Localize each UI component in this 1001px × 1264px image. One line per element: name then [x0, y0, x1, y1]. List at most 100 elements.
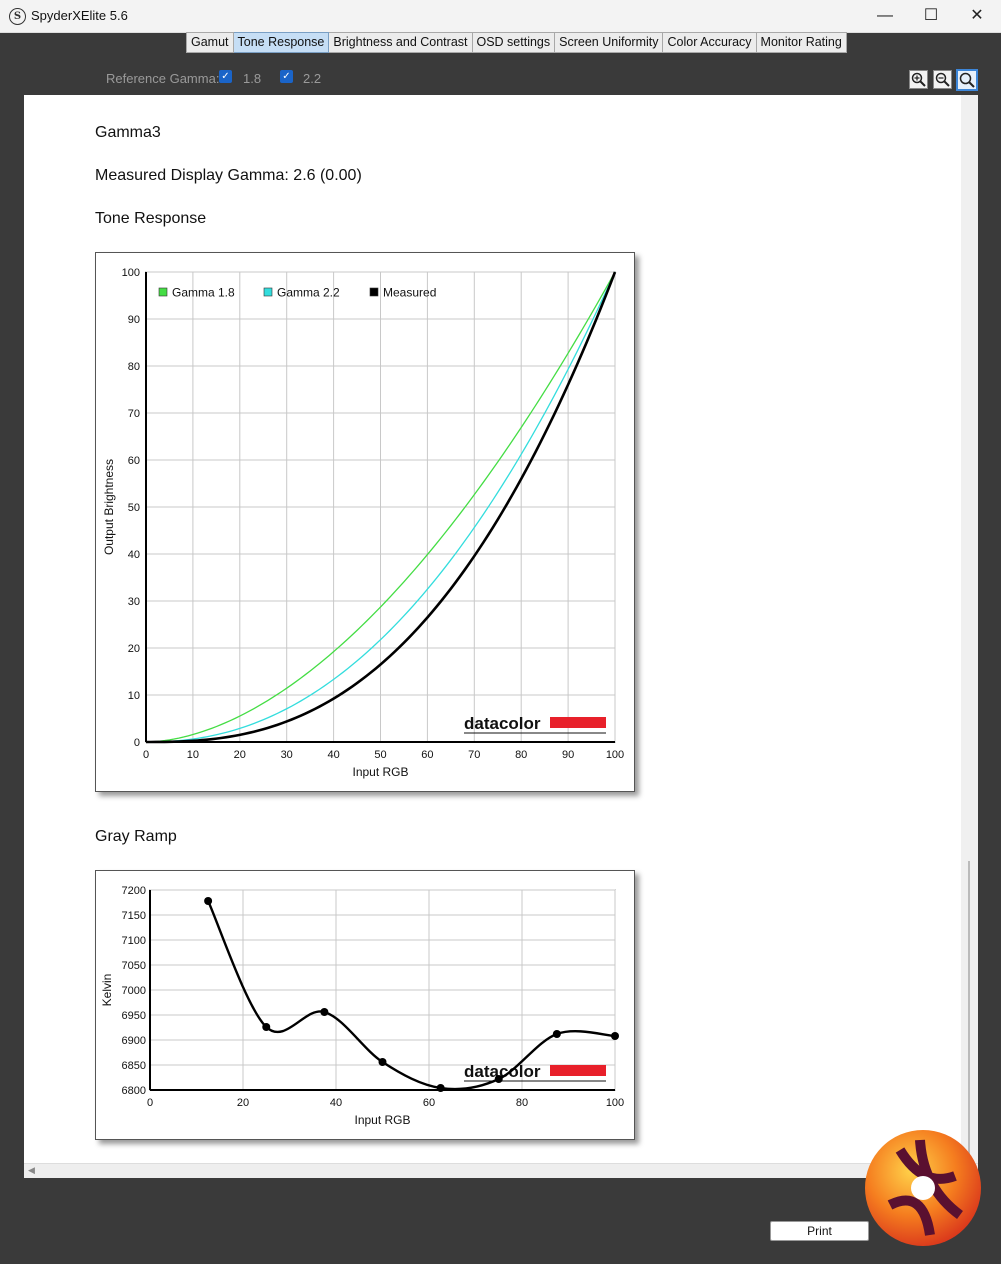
zoom-out-button[interactable] — [933, 70, 952, 89]
y-tick-label: 6800 — [122, 1085, 146, 1097]
watermark-text: datacolor — [464, 1062, 541, 1081]
y-tick-label: 7100 — [122, 935, 146, 947]
tab-bar: Gamut Tone Response Brightness and Contr… — [186, 32, 847, 53]
y-tick-label: 90 — [128, 314, 140, 326]
report-panel: Gamma3 Measured Display Gamma: 2.6 (0.00… — [24, 95, 961, 1163]
x-tick-label: 90 — [562, 749, 574, 761]
watermark-text: datacolor — [464, 714, 541, 733]
tab-screen-uniformity[interactable]: Screen Uniformity — [555, 32, 664, 53]
y-tick-label: 6950 — [122, 1010, 146, 1022]
vertical-scrollbar[interactable] — [961, 95, 978, 1163]
profile-name: Gamma3 — [95, 124, 161, 141]
x-axis-label: Input RGB — [352, 765, 408, 779]
zoom-in-icon — [911, 72, 926, 87]
tab-osd-settings[interactable]: OSD settings — [472, 32, 556, 53]
gray-ramp-point — [611, 1032, 619, 1040]
minimize-icon[interactable]: — — [877, 7, 893, 24]
maximize-icon[interactable]: ☐ — [923, 7, 939, 24]
y-tick-label: 7050 — [122, 960, 146, 972]
x-tick-label: 100 — [606, 1097, 624, 1109]
series-line-gamma-1-8 — [145, 271, 616, 743]
y-tick-label: 20 — [128, 643, 140, 655]
options-bar: Reference Gamma: ✓ 1.8 ✓ 2.2 — [0, 54, 1001, 94]
watermark-bar — [550, 717, 606, 728]
tab-color-accuracy[interactable]: Color Accuracy — [663, 32, 757, 53]
x-tick-label: 60 — [421, 749, 433, 761]
zoom-fit-button[interactable] — [956, 69, 978, 91]
x-tick-label: 60 — [423, 1097, 435, 1109]
watermark-bar — [550, 1065, 606, 1076]
x-tick-label: 40 — [330, 1097, 342, 1109]
gamma-18-checkbox[interactable]: ✓ — [219, 70, 232, 83]
print-button[interactable]: Print — [770, 1221, 869, 1241]
x-tick-label: 80 — [516, 1097, 528, 1109]
gray-ramp-point — [204, 897, 213, 905]
y-tick-label: 100 — [122, 267, 140, 279]
y-tick-label: 7150 — [122, 910, 146, 922]
reference-gamma-label: Reference Gamma: — [106, 71, 220, 86]
y-axis-label: Kelvin — [100, 974, 114, 1007]
legend-swatch — [369, 287, 379, 297]
close-icon[interactable]: ✕ — [970, 7, 984, 24]
tone-response-chart: 0 10 20 30 40 50 60 70 80 90 100 0 10 20 30 40 50 60 70 80 9… — [95, 252, 635, 792]
tone-response-heading: Tone Response — [95, 210, 207, 227]
series-line-measured — [146, 271, 617, 744]
zoom-in-button[interactable] — [909, 70, 928, 89]
y-tick-label: 60 — [128, 455, 140, 467]
gamma-22-label: 2.2 — [303, 71, 322, 86]
app-logo-icon: S — [9, 8, 26, 25]
gray-ramp-point — [320, 1008, 329, 1016]
tab-brightness-contrast[interactable]: Brightness and Contrast — [329, 32, 473, 53]
horizontal-scrollbar[interactable]: ◀ — [24, 1163, 978, 1178]
measured-gamma-text: Measured Display Gamma: 2.6 (0.00) — [95, 167, 362, 184]
tab-monitor-rating[interactable]: Monitor Rating — [756, 32, 847, 53]
y-tick-label: 70 — [128, 408, 140, 420]
x-tick-label: 20 — [237, 1097, 249, 1109]
y-tick-label: 6850 — [122, 1060, 146, 1072]
series-line-gamma-2-2 — [145, 271, 616, 743]
x-tick-label: 100 — [606, 749, 624, 761]
legend-swatch — [158, 287, 168, 297]
scroll-left-icon[interactable]: ◀ — [28, 1165, 35, 1175]
y-tick-label: 40 — [128, 549, 140, 561]
window-title: SpyderXElite 5.6 — [31, 8, 128, 23]
gray-ramp-svg: 0 20 40 60 80 100 6800 6850 6900 6950 7000 7050 7100… — [100, 885, 624, 1127]
tone-response-svg: 0 10 20 30 40 50 60 70 80 90 100 0 10 20 30 40 50 60 70 80 9… — [102, 267, 624, 779]
legend-label: Gamma 1.8 — [172, 286, 235, 300]
x-axis-label: Input RGB — [354, 1113, 410, 1127]
gray-ramp-chart: 0 20 40 60 80 100 6800 6850 6900 6950 7000 7050 7100… — [95, 870, 635, 1140]
x-tick-label: 0 — [143, 749, 149, 761]
tab-gamut[interactable]: Gamut — [186, 32, 234, 53]
gray-ramp-heading: Gray Ramp — [95, 828, 177, 845]
y-axis-label: Output Brightness — [102, 459, 116, 555]
legend-label: Measured — [383, 286, 436, 300]
y-tick-label: 10 — [128, 690, 140, 702]
gamma-22-checkbox[interactable]: ✓ — [280, 70, 293, 83]
tab-tone-response[interactable]: Tone Response — [233, 32, 330, 53]
vertical-scroll-thumb[interactable] — [968, 861, 970, 1161]
x-tick-label: 70 — [468, 749, 480, 761]
y-tick-label: 6900 — [122, 1035, 146, 1047]
y-tick-label: 80 — [128, 361, 140, 373]
gray-ramp-point — [262, 1023, 271, 1031]
y-tick-label: 7200 — [122, 885, 146, 897]
zoom-fit-icon — [959, 72, 975, 88]
gray-ramp-point — [436, 1084, 445, 1092]
y-tick-label: 30 — [128, 596, 140, 608]
x-tick-label: 20 — [234, 749, 246, 761]
zoom-out-icon — [935, 72, 950, 87]
x-tick-label: 10 — [187, 749, 199, 761]
legend-swatch — [263, 287, 273, 297]
x-tick-label: 40 — [327, 749, 339, 761]
x-tick-label: 30 — [281, 749, 293, 761]
title-bar: S SpyderXElite 5.6 — ☐ ✕ — [0, 0, 1001, 33]
y-tick-label: 0 — [134, 737, 140, 749]
watermark-logo — [865, 1130, 981, 1246]
y-tick-label: 7000 — [122, 985, 146, 997]
gray-ramp-point — [552, 1030, 561, 1038]
x-tick-label: 0 — [147, 1097, 153, 1109]
x-tick-label: 50 — [374, 749, 386, 761]
legend-label: Gamma 2.2 — [277, 286, 340, 300]
y-tick-label: 50 — [128, 502, 140, 514]
x-tick-label: 80 — [515, 749, 527, 761]
